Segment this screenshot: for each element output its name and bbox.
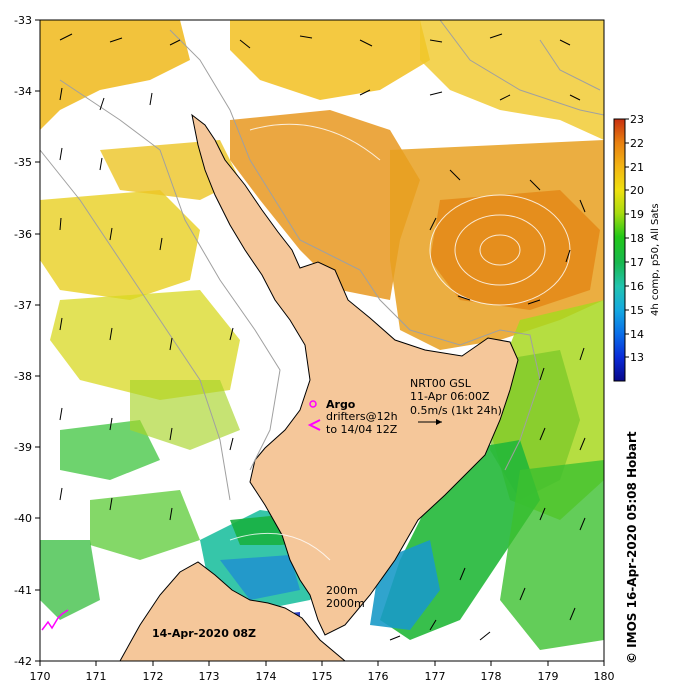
current-scale-label: 0.5m/s (1kt 24h) xyxy=(410,404,502,417)
isobath-200-label: 200m xyxy=(326,584,358,597)
argo-title: Argo xyxy=(326,398,356,411)
colorbar-title: 4h comp, p50, All Sats xyxy=(650,203,661,316)
colorbar-ticks xyxy=(625,118,629,358)
y-tick-label: -42 xyxy=(14,655,32,668)
colorbar-tick-label: 14 xyxy=(630,328,644,341)
y-tick-label: -37 xyxy=(14,299,32,312)
y-tick-label: -39 xyxy=(14,441,32,454)
x-tick-label: 179 xyxy=(538,670,559,683)
colorbar-tick-label: 20 xyxy=(630,184,644,197)
axis-ticks xyxy=(35,19,605,666)
current-time-label: 11-Apr 06:00Z xyxy=(410,390,490,403)
y-tick-label: -40 xyxy=(14,512,32,525)
x-tick-label: 171 xyxy=(86,670,107,683)
current-vectors xyxy=(59,33,586,641)
y-tick-label: -36 xyxy=(14,228,32,241)
colorbar-tick-label: 13 xyxy=(630,351,644,364)
x-tick-label: 173 xyxy=(199,670,220,683)
isobath-contours xyxy=(40,20,604,501)
colorbar-tick-label: 18 xyxy=(630,232,644,245)
x-tick-label: 170 xyxy=(30,670,51,683)
north-island xyxy=(191,113,519,636)
colorbar-tick-label: 15 xyxy=(630,304,644,317)
drifter-track-marker xyxy=(307,419,321,431)
colorbar-tick-label: 21 xyxy=(630,161,644,174)
x-tick-label: 176 xyxy=(368,670,389,683)
colorbar-tick-label: 23 xyxy=(630,113,644,126)
colorbar-labels: 13 14 15 16 17 18 19 20 21 22 23 xyxy=(630,113,644,364)
x-tick-label: 175 xyxy=(312,670,333,683)
south-island xyxy=(119,561,346,661)
x-tick-label: 180 xyxy=(594,670,615,683)
colorbar-tick-label: 16 xyxy=(630,280,644,293)
sst-field xyxy=(40,20,604,650)
y-tick-label: -35 xyxy=(14,156,32,169)
x-tick-label: 178 xyxy=(481,670,502,683)
x-tick-label: 174 xyxy=(256,670,277,683)
argo-drifters-label: drifters@12h xyxy=(326,410,398,423)
drifter-track-sw xyxy=(41,609,69,631)
colorbar-tick-label: 22 xyxy=(630,137,644,150)
colorbar xyxy=(613,118,626,382)
y-tick-label: -38 xyxy=(14,370,32,383)
x-tick-label: 172 xyxy=(143,670,164,683)
current-source-label: NRT00 GSL xyxy=(410,377,472,390)
current-scale-arrowhead xyxy=(436,419,442,425)
composite-date-label: 14-Apr-2020 08Z xyxy=(152,627,256,640)
side-credit: © IMOS 16-Apr-2020 05:08 Hobart xyxy=(625,431,639,664)
argo-date-label: to 14/04 12Z xyxy=(326,423,398,436)
x-axis-labels: 170 171 172 173 174 175 176 177 178 179 … xyxy=(30,670,615,683)
y-tick-label: -33 xyxy=(14,14,32,27)
colorbar-tick-label: 19 xyxy=(630,208,644,221)
isobath-2000-label: 2000m xyxy=(326,597,365,610)
argo-float-marker xyxy=(309,400,317,408)
colorbar-tick-label: 17 xyxy=(630,256,644,269)
y-axis-labels: -33 -34 -35 -36 -37 -38 -39 -40 -41 -42 xyxy=(14,14,32,668)
y-tick-label: -41 xyxy=(14,584,32,597)
x-tick-label: 177 xyxy=(425,670,446,683)
y-tick-label: -34 xyxy=(14,85,32,98)
